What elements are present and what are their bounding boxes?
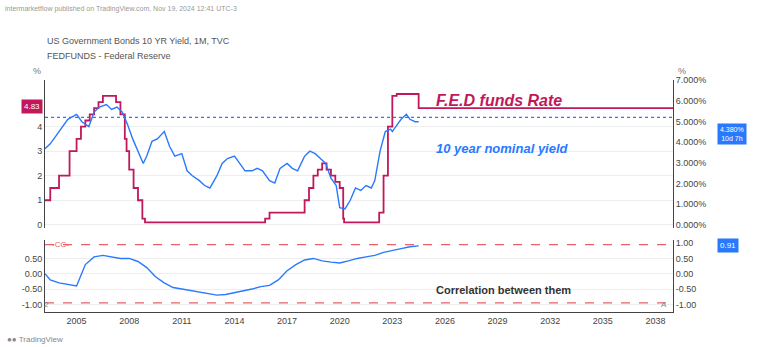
- svg-text:2: 2: [44, 300, 49, 309]
- svg-text:7.000%: 7.000%: [676, 75, 707, 85]
- svg-text:-0.50: -0.50: [22, 284, 43, 294]
- svg-text:FEDFUNDS - Federal Reserve: FEDFUNDS - Federal Reserve: [47, 51, 171, 61]
- svg-text:0.000%: 0.000%: [676, 220, 707, 230]
- svg-text:2014: 2014: [224, 316, 244, 326]
- svg-text:5.000%: 5.000%: [676, 117, 707, 127]
- svg-text:0: 0: [37, 220, 42, 230]
- svg-text:2: 2: [37, 171, 42, 181]
- svg-text:2020: 2020: [330, 316, 350, 326]
- svg-text:2029: 2029: [488, 316, 508, 326]
- svg-text:%: %: [33, 66, 41, 76]
- svg-text:1.000%: 1.000%: [676, 199, 707, 209]
- svg-text:1: 1: [37, 195, 42, 205]
- svg-text:Correlation between them: Correlation between them: [436, 284, 571, 296]
- svg-text:A: A: [661, 300, 667, 309]
- svg-text:10 year nominal yield: 10 year nominal yield: [436, 141, 569, 156]
- svg-text:4.83: 4.83: [24, 102, 40, 111]
- svg-text:2005: 2005: [67, 316, 87, 326]
- svg-text:-1.00: -1.00: [676, 300, 697, 310]
- svg-text:2023: 2023: [382, 316, 402, 326]
- svg-text:0.00: 0.00: [676, 269, 694, 279]
- svg-text:1.00: 1.00: [676, 238, 694, 248]
- svg-text:-0.50: -0.50: [676, 284, 697, 294]
- svg-text:6.000%: 6.000%: [676, 96, 707, 106]
- svg-text:4: 4: [37, 122, 42, 132]
- svg-text:2.000%: 2.000%: [676, 179, 707, 189]
- svg-text:0.50: 0.50: [25, 254, 43, 264]
- svg-text:2038: 2038: [645, 316, 665, 326]
- svg-text:2011: 2011: [172, 316, 191, 326]
- svg-text:-CC-: -CC-: [52, 240, 69, 249]
- svg-text:%: %: [678, 66, 686, 76]
- svg-text:0.00: 0.00: [25, 269, 43, 279]
- svg-text:2017: 2017: [277, 316, 297, 326]
- svg-text:intermarketflow published on T: intermarketflow published on TradingView…: [5, 5, 237, 13]
- svg-text:2008: 2008: [119, 316, 139, 326]
- svg-text:0.91: 0.91: [720, 241, 736, 250]
- svg-text:4.000%: 4.000%: [676, 137, 707, 147]
- svg-text:3: 3: [37, 146, 42, 156]
- svg-text:2032: 2032: [540, 316, 560, 326]
- svg-text:2026: 2026: [435, 316, 455, 326]
- svg-text:2035: 2035: [593, 316, 613, 326]
- svg-text:0.50: 0.50: [676, 254, 694, 264]
- svg-text:F.E.D funds Rate: F.E.D funds Rate: [436, 92, 562, 109]
- svg-text:3.000%: 3.000%: [676, 158, 707, 168]
- svg-text:US Government Bonds 10 YR Yiel: US Government Bonds 10 YR Yield, 1M, TVC: [47, 36, 230, 46]
- svg-text:●● TradingView: ●● TradingView: [7, 335, 63, 344]
- svg-text:-1.00: -1.00: [22, 300, 43, 310]
- svg-text:4.380%10d 7h: 4.380%10d 7h: [720, 126, 744, 142]
